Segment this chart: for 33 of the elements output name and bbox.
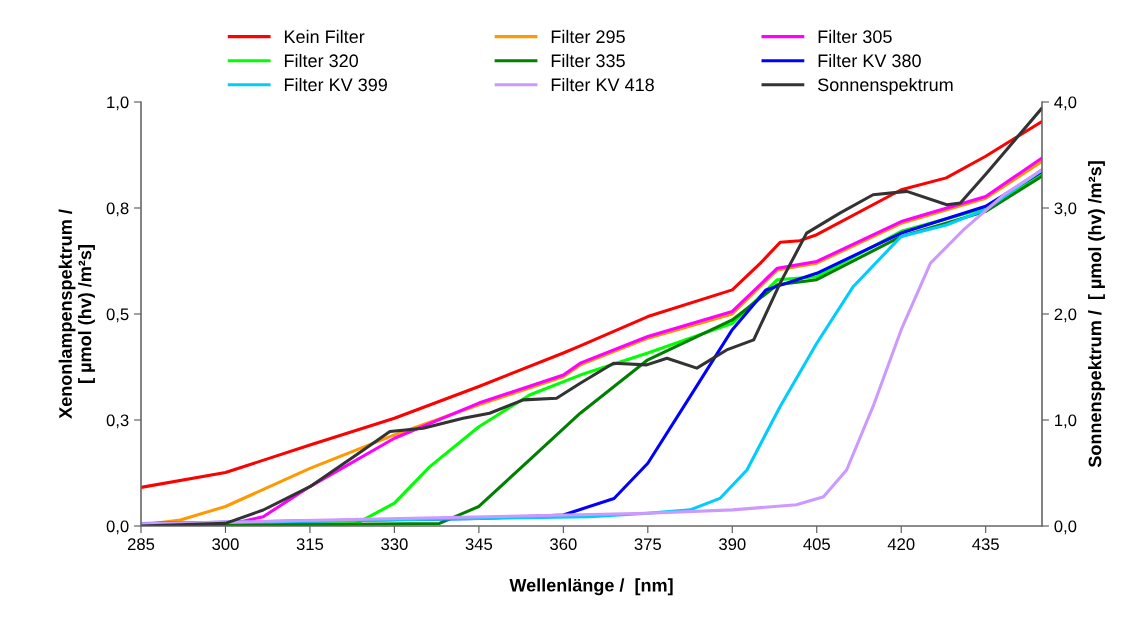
y-axis-title: Xenonlampenspektrum / [ µmol (hv) /m²s] — [58, 209, 95, 419]
x-tick-label: 435 — [972, 538, 999, 551]
y2-axis-title: Sonnenspektrum / [ µmol (hv) /m²s] — [1088, 161, 1105, 468]
legend-label: Filter 295 — [551, 29, 625, 44]
x-axis-title: Wellenlänge / [nm] — [509, 578, 673, 596]
legend-label: Kein Filter — [284, 29, 365, 44]
legend-label: Sonnenspektrum — [818, 77, 953, 95]
y-tick-label: 0,0 — [106, 520, 129, 535]
y2-tick-label: 3,0 — [1054, 202, 1077, 217]
x-tick-label: 300 — [212, 538, 239, 551]
x-tick-label: 315 — [296, 538, 324, 551]
x-tick-label: 375 — [634, 538, 662, 551]
x-tick-label: 360 — [550, 538, 577, 551]
legend-label: Filter KV 380 — [818, 53, 921, 68]
y2-tick-label: 4,0 — [1054, 96, 1077, 111]
y-tick-label: 0,8 — [106, 202, 129, 217]
x-tick-label: 405 — [803, 538, 830, 551]
x-tick-label: 285 — [127, 538, 155, 551]
legend-label: Filter 320 — [284, 53, 359, 68]
legend-label: Filter 335 — [551, 53, 625, 68]
y-tick-label: 0,5 — [106, 308, 129, 323]
y-tick-label: 0,3 — [106, 414, 129, 429]
x-tick-label: 420 — [887, 538, 915, 551]
y-tick-label: 1,0 — [107, 96, 129, 111]
y2-tick-label: 1,0 — [1055, 414, 1077, 429]
x-tick-label: 330 — [381, 538, 408, 551]
legend-label: Filter KV 399 — [284, 77, 387, 92]
x-tick-label: 390 — [719, 538, 746, 551]
y2-tick-label: 2,0 — [1054, 308, 1077, 323]
legend-label: Filter 305 — [818, 29, 892, 44]
y2-tick-label: 0,0 — [1054, 520, 1077, 535]
legend-label: Filter KV 418 — [551, 77, 654, 92]
x-tick-label: 345 — [465, 538, 493, 551]
